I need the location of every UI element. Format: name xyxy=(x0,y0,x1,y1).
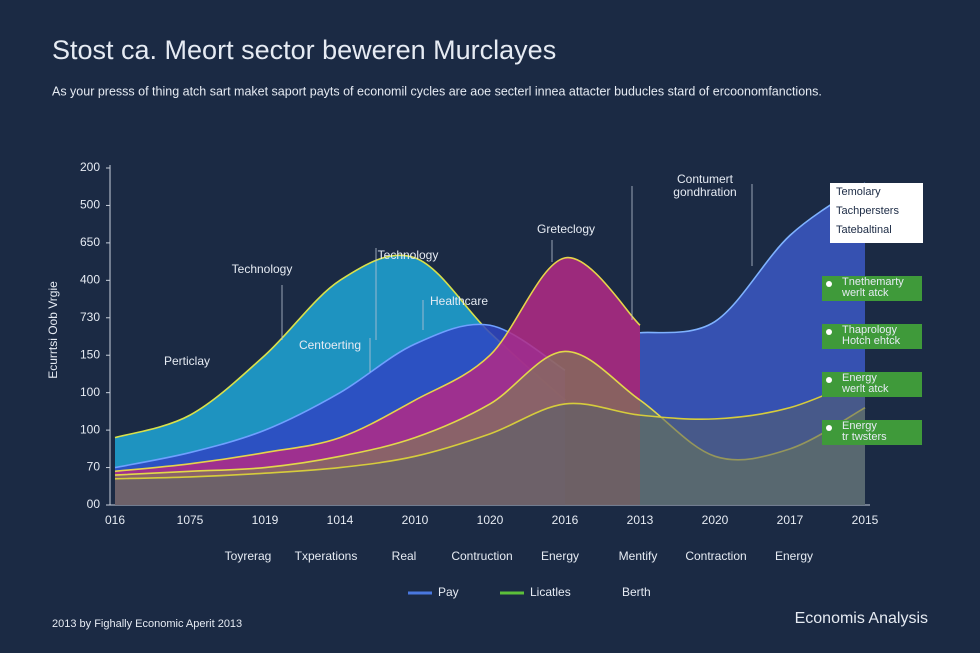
y-tick-label: 730 xyxy=(80,310,100,324)
legend-label: Berth xyxy=(622,585,651,599)
annotation: Healthcare xyxy=(430,294,488,308)
x-tick-label: 016 xyxy=(105,513,125,527)
box-label: Tachpersters xyxy=(836,205,899,217)
phase-label: Energy xyxy=(541,549,579,563)
tag xyxy=(822,372,922,397)
phase-label: Contruction xyxy=(451,549,512,563)
x-tick-label: 2015 xyxy=(852,513,879,527)
y-tick-label: 70 xyxy=(87,460,101,474)
phase-label: Toyrerag xyxy=(225,549,272,563)
legend-label: Licatles xyxy=(530,585,571,599)
subtitle: As your presss of thing atch sart maket … xyxy=(52,84,822,98)
annotation: Perticlay xyxy=(164,354,210,368)
annotation: Contumert xyxy=(677,172,734,186)
area-outline xyxy=(114,257,641,473)
x-tick-label: 2013 xyxy=(627,513,654,527)
tag-dot xyxy=(826,281,832,287)
area-outline xyxy=(114,323,566,469)
box-label: Temolary xyxy=(836,186,881,198)
annotation: Centoerting xyxy=(299,338,361,352)
phase-label: Real xyxy=(392,549,417,563)
phase-label: Mentify xyxy=(619,549,658,563)
chart-title: Stost ca. Meort sector beweren Murclayes xyxy=(52,35,556,65)
tag-label: Tnethemarty xyxy=(842,276,904,288)
tag-label: Hotch ehtck xyxy=(842,335,901,347)
tag xyxy=(822,276,922,301)
tag-label: tr twsters xyxy=(842,431,887,443)
tag xyxy=(822,420,922,445)
y-tick-label: 00 xyxy=(87,497,101,511)
y-tick-label: 400 xyxy=(80,273,100,287)
tag-dot xyxy=(826,425,832,431)
x-tick-label: 1014 xyxy=(327,513,354,527)
footer: 2013 by Fighally Economic Aperit 2013 xyxy=(52,618,242,630)
label-box xyxy=(830,183,923,243)
y-tick-label: 500 xyxy=(80,198,100,212)
tag-dot xyxy=(826,377,832,383)
annotation: Technology xyxy=(232,262,293,276)
x-tick-label: 2020 xyxy=(702,513,729,527)
annotation: gondhration xyxy=(673,185,736,199)
phase-label: Energy xyxy=(775,549,813,563)
y-axis-label: Ecurrtsi Oob Vrgie xyxy=(46,281,60,379)
legend-label: Pay xyxy=(438,585,459,599)
x-tick-label: 2010 xyxy=(402,513,429,527)
x-tick-label: 2017 xyxy=(777,513,804,527)
y-tick-label: 200 xyxy=(80,160,100,174)
tag-label: Energy xyxy=(842,420,877,432)
area xyxy=(115,377,865,505)
annotation: Technology xyxy=(378,248,439,262)
phase-label: Contraction xyxy=(685,549,746,563)
phase-label: Txperations xyxy=(295,549,358,563)
annotation: Greteclogy xyxy=(537,222,595,236)
brand: Economis Analysis xyxy=(795,610,928,627)
tag-label: Energy xyxy=(842,372,877,384)
y-tick-label: 100 xyxy=(80,422,100,436)
area-outline xyxy=(114,376,866,480)
tag-dot xyxy=(826,329,832,335)
box-label: Tatebaltinal xyxy=(836,224,892,236)
x-tick-label: 1020 xyxy=(477,513,504,527)
tag-label: werlt atck xyxy=(841,287,889,299)
x-tick-label: 1019 xyxy=(252,513,279,527)
y-tick-label: 150 xyxy=(80,347,100,361)
x-tick-label: 2016 xyxy=(552,513,579,527)
x-tick-label: 1075 xyxy=(177,513,204,527)
y-tick-label: 650 xyxy=(80,235,100,249)
y-tick-label: 100 xyxy=(80,385,100,399)
tag xyxy=(822,324,922,349)
tag-label: Thaprology xyxy=(842,324,898,336)
tag-label: werlt atck xyxy=(841,383,889,395)
